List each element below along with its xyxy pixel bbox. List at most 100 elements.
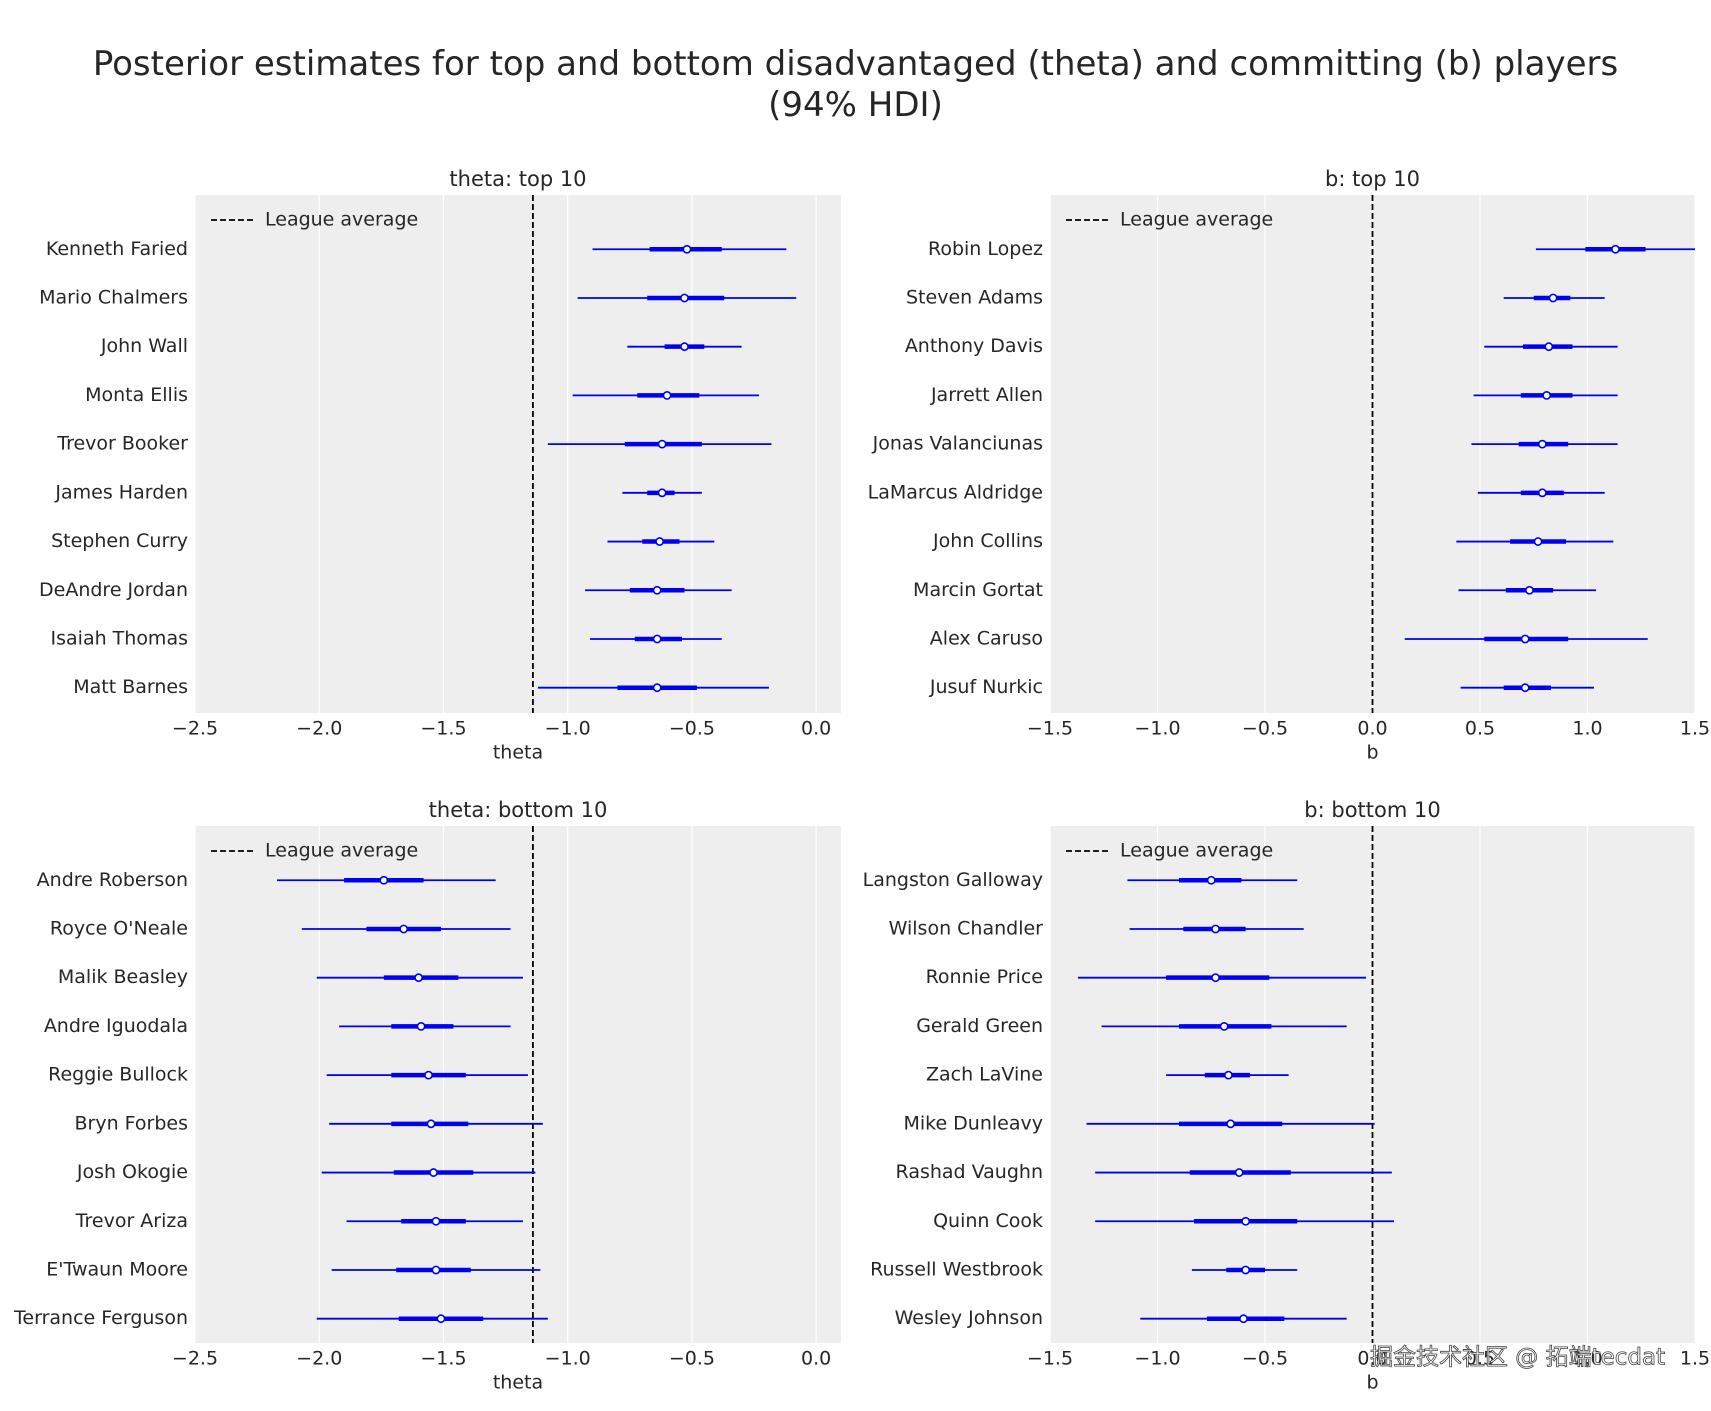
median-point [379, 875, 389, 885]
median-point [1548, 293, 1558, 303]
median-point [1525, 585, 1534, 595]
y-tick-label: Anthony Davis [905, 335, 1043, 357]
y-tick-label: Robin Lopez [928, 238, 1043, 260]
x-tick-label: 1.0 [1572, 1348, 1602, 1370]
y-tick-label: Reggie Bullock [48, 1064, 188, 1086]
y-tick-label: John Collins [932, 530, 1043, 552]
legend-label: League average [265, 209, 418, 231]
y-tick-label: Quinn Cook [933, 1210, 1043, 1232]
y-tick-label: Mike Dunleavy [903, 1112, 1043, 1134]
median-point [429, 1168, 438, 1177]
median-point [1241, 1216, 1251, 1226]
x-tick-label: −2.0 [296, 1348, 342, 1370]
median-point [680, 293, 689, 303]
median-point [426, 1119, 436, 1129]
median-point [1611, 244, 1620, 254]
median-point [431, 1216, 441, 1226]
median-point [657, 488, 667, 498]
y-tick-label: Zach LaVine [926, 1064, 1043, 1086]
y-tick-label: Jonas Valanciunas [872, 433, 1043, 455]
y-tick-label: Isaiah Thomas [51, 627, 188, 649]
y-tick-label: Alex Caruso [930, 627, 1043, 649]
median-point [424, 1070, 433, 1080]
legend-label: League average [1120, 840, 1273, 862]
median-point [1206, 875, 1216, 885]
x-tick-label: −2.0 [296, 718, 342, 740]
x-tick-label: 0.0 [1357, 1348, 1387, 1370]
x-tick-label: −1.0 [545, 1348, 591, 1370]
median-point [416, 1021, 426, 1031]
y-tick-label: Wesley Johnson [895, 1307, 1043, 1329]
x-tick-label: −1.0 [1134, 1348, 1180, 1370]
median-point [657, 439, 667, 449]
y-tick-label: Andre Roberson [37, 869, 188, 891]
y-tick-label: Stephen Curry [51, 530, 188, 552]
median-point [1542, 390, 1552, 400]
y-tick-label: Royce O'Neale [50, 917, 188, 939]
median-point [1537, 488, 1547, 498]
y-tick-label: Trevor Ariza [75, 1210, 188, 1232]
median-point [1520, 634, 1530, 644]
x-axis-label: theta [493, 742, 543, 764]
median-point [652, 683, 662, 693]
x-tick-label: 0.0 [1357, 718, 1387, 740]
y-tick-label: Marcin Gortat [913, 579, 1043, 601]
y-tick-label: Malik Beasley [58, 966, 188, 988]
x-tick-label: −0.5 [1242, 718, 1288, 740]
x-tick-label: 1.5 [1680, 1348, 1710, 1370]
median-point [680, 342, 689, 352]
x-tick-label: −1.5 [1027, 1348, 1073, 1370]
y-tick-label: Matt Barnes [73, 676, 188, 698]
x-tick-label: 0.5 [1465, 1348, 1495, 1370]
median-point [1520, 683, 1530, 693]
y-tick-label: Rashad Vaughn [896, 1161, 1043, 1183]
y-tick-label: Andre Iguodala [44, 1015, 188, 1037]
y-tick-label: Jusuf Nurkic [929, 676, 1043, 698]
y-tick-label: Josh Okogie [76, 1161, 188, 1183]
subplot-title: b: top 10 [1325, 167, 1420, 191]
legend-label: League average [265, 840, 418, 862]
median-point [1211, 973, 1220, 983]
x-axis-label: theta [493, 1372, 543, 1394]
y-tick-label: Langston Galloway [863, 869, 1043, 891]
x-tick-label: −1.0 [545, 718, 591, 740]
subplot-title: b: bottom 10 [1304, 798, 1440, 822]
x-tick-label: −1.5 [420, 1348, 466, 1370]
subplot-title: theta: top 10 [449, 167, 586, 191]
figure-title: Posterior estimates for top and bottom d… [92, 44, 1619, 125]
legend-label: League average [1120, 209, 1273, 231]
x-tick-label: −1.5 [1027, 718, 1073, 740]
x-tick-label: −2.5 [172, 1348, 218, 1370]
median-point [1224, 1070, 1233, 1080]
y-tick-label: John Wall [100, 335, 188, 357]
x-tick-label: −2.5 [172, 718, 218, 740]
median-point [1544, 342, 1554, 352]
median-point [1241, 1265, 1251, 1275]
median-point [662, 390, 672, 400]
y-tick-label: DeAndre Jordan [39, 579, 188, 601]
median-point [1226, 1119, 1235, 1129]
x-tick-label: −0.5 [669, 718, 715, 740]
y-tick-label: Steven Adams [906, 286, 1043, 308]
y-tick-label: Monta Ellis [85, 384, 188, 406]
x-axis-label: b [1366, 742, 1378, 764]
y-tick-label: James Harden [54, 481, 188, 503]
median-point [414, 973, 424, 983]
x-tick-label: 0.0 [801, 718, 831, 740]
x-tick-label: 0.0 [801, 1348, 831, 1370]
y-tick-label: Trevor Booker [56, 433, 188, 455]
median-point [1533, 537, 1543, 546]
y-tick-label: E'Twaun Moore [46, 1258, 188, 1280]
subplot-title: theta: bottom 10 [429, 798, 608, 822]
median-point [1234, 1168, 1244, 1177]
y-tick-label: Russell Westbrook [870, 1258, 1043, 1280]
plot-background [195, 195, 841, 713]
median-point [652, 585, 662, 595]
y-tick-label: Wilson Chandler [889, 917, 1044, 939]
x-tick-label: 0.5 [1465, 718, 1495, 740]
median-point [682, 244, 692, 254]
median-point [436, 1314, 446, 1324]
y-tick-label: LaMarcus Aldridge [868, 481, 1043, 503]
